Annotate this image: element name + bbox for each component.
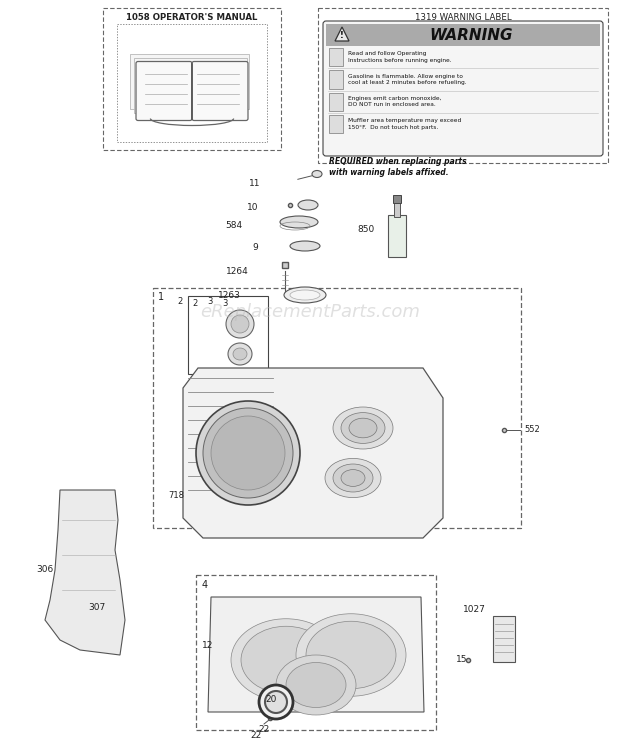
Ellipse shape [259, 685, 293, 719]
Text: 12: 12 [202, 641, 213, 650]
Ellipse shape [349, 418, 377, 437]
Text: 718: 718 [168, 490, 184, 499]
Ellipse shape [280, 216, 318, 228]
Bar [329, 48, 343, 66]
Bar [188, 296, 268, 374]
Ellipse shape [290, 290, 320, 300]
Text: 4: 4 [202, 580, 208, 590]
Ellipse shape [203, 408, 293, 498]
Text: 11: 11 [249, 179, 260, 187]
Text: 2: 2 [192, 300, 197, 309]
Text: 307: 307 [88, 603, 105, 612]
Text: WARNING: WARNING [429, 28, 513, 42]
Text: 3: 3 [222, 300, 228, 309]
Ellipse shape [241, 626, 331, 693]
Text: !: ! [340, 31, 344, 40]
Text: 1027: 1027 [463, 606, 486, 615]
Bar [329, 70, 343, 89]
Ellipse shape [290, 241, 320, 251]
Text: 1319 WARNING LABEL: 1319 WARNING LABEL [415, 13, 512, 22]
Bar [130, 54, 249, 109]
Bar [326, 24, 600, 46]
Text: Engines emit carbon monoxide,
DO NOT run in enclosed area.: Engines emit carbon monoxide, DO NOT run… [348, 96, 441, 107]
Ellipse shape [228, 343, 252, 365]
Ellipse shape [286, 662, 346, 708]
Ellipse shape [284, 287, 326, 303]
Ellipse shape [298, 200, 318, 210]
Polygon shape [183, 368, 443, 538]
Text: eReplacementParts.com: eReplacementParts.com [200, 303, 420, 321]
Bar [393, 195, 401, 203]
Text: 584: 584 [225, 220, 242, 229]
Text: Muffler area temperature may exceed
150°F.  Do not touch hot parts.: Muffler area temperature may exceed 150°… [348, 118, 461, 129]
Text: 22: 22 [250, 731, 262, 740]
Ellipse shape [276, 655, 356, 715]
FancyBboxPatch shape [136, 62, 192, 121]
Text: 9: 9 [252, 243, 258, 252]
Text: 306: 306 [36, 565, 53, 574]
Ellipse shape [226, 310, 254, 338]
Text: 1263: 1263 [218, 290, 241, 300]
Bar [388, 215, 406, 257]
Polygon shape [45, 490, 125, 655]
Bar [103, 8, 281, 150]
Ellipse shape [231, 315, 249, 333]
Ellipse shape [296, 614, 406, 696]
Ellipse shape [196, 401, 300, 505]
Ellipse shape [333, 407, 393, 449]
Bar [329, 115, 343, 133]
Bar [394, 201, 400, 217]
Text: 3: 3 [207, 298, 213, 307]
Ellipse shape [341, 413, 385, 443]
Text: 850: 850 [358, 225, 375, 234]
Text: 22: 22 [258, 725, 269, 734]
Bar [329, 92, 343, 111]
Text: 552: 552 [524, 426, 540, 434]
Text: Gasoline is flammable. Allow engine to
cool at least 2 minutes before refueling.: Gasoline is flammable. Allow engine to c… [348, 74, 467, 85]
FancyBboxPatch shape [323, 21, 603, 156]
Polygon shape [335, 27, 349, 41]
Ellipse shape [312, 170, 322, 178]
Ellipse shape [325, 458, 381, 498]
Text: 10: 10 [247, 202, 258, 211]
Text: 1264: 1264 [226, 268, 249, 277]
Bar [493, 616, 515, 662]
Ellipse shape [211, 416, 285, 490]
Ellipse shape [341, 469, 365, 487]
Ellipse shape [265, 691, 287, 713]
Ellipse shape [233, 348, 247, 360]
Bar [117, 24, 267, 142]
Text: 2: 2 [177, 298, 182, 307]
Bar [134, 57, 247, 112]
Text: Read and follow Operating
Instructions before running engine.: Read and follow Operating Instructions b… [348, 51, 451, 62]
FancyBboxPatch shape [192, 62, 248, 121]
Bar [153, 288, 521, 528]
Text: 1058 OPERATOR'S MANUAL: 1058 OPERATOR'S MANUAL [126, 13, 258, 22]
Ellipse shape [231, 619, 341, 702]
Ellipse shape [306, 621, 396, 689]
Text: 20: 20 [265, 696, 277, 705]
Ellipse shape [333, 464, 373, 492]
Bar [318, 8, 608, 163]
Text: REQUIRED when replacing parts
with warning labels affixed.: REQUIRED when replacing parts with warni… [329, 156, 467, 177]
Text: 15: 15 [456, 655, 467, 664]
Bar [196, 575, 436, 730]
Polygon shape [208, 597, 424, 712]
Text: 1: 1 [158, 292, 164, 302]
